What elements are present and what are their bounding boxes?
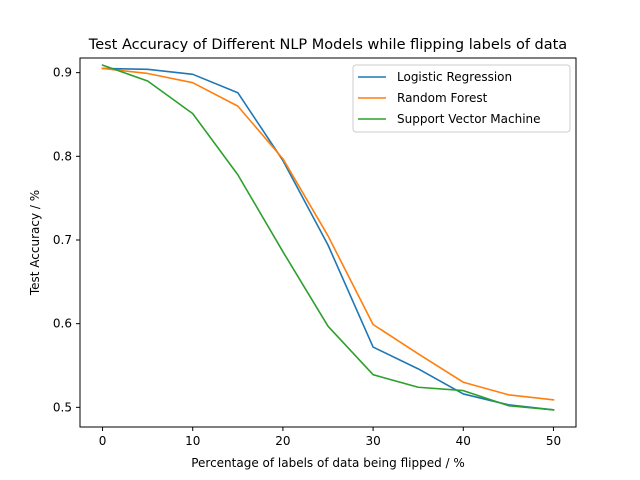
x-tick-label: 40 bbox=[456, 434, 471, 448]
x-tick-label: 0 bbox=[99, 434, 107, 448]
y-tick-label: 0.5 bbox=[53, 400, 72, 414]
y-axis-label: Test Accuracy / % bbox=[28, 190, 42, 296]
series-line-random-forest bbox=[101, 67, 555, 401]
x-tick-label: 30 bbox=[365, 434, 380, 448]
y-tick-label: 0.8 bbox=[53, 149, 72, 163]
x-tick-label: 20 bbox=[275, 434, 290, 448]
series-layer bbox=[101, 64, 555, 411]
legend: Logistic Regression Random Forest Support … bbox=[352, 64, 571, 133]
series-line-support-vector-machine bbox=[101, 64, 555, 411]
x-tick-label: 10 bbox=[185, 434, 200, 448]
legend-label-logistic-regression: Logistic Regression bbox=[397, 70, 512, 84]
legend-label-support-vector-machine: Support Vector Machine bbox=[397, 112, 541, 126]
y-tick-label: 0.7 bbox=[53, 233, 72, 247]
x-tick-label: 50 bbox=[546, 434, 561, 448]
series-line-logistic-regression bbox=[101, 67, 555, 411]
y-tick-label: 0.9 bbox=[53, 66, 72, 80]
plot-area-frame bbox=[79, 57, 577, 428]
x-axis-label: Percentage of labels of data being flipp… bbox=[191, 456, 465, 470]
y-axis: 0.5 0.6 0.7 0.8 0.9 bbox=[53, 66, 80, 414]
x-axis: 0 10 20 30 40 50 bbox=[99, 427, 561, 448]
y-tick-label: 0.6 bbox=[53, 317, 72, 331]
chart-title: Test Accuracy of Different NLP Models wh… bbox=[88, 37, 567, 53]
legend-box bbox=[352, 64, 571, 133]
legend-label-random-forest: Random Forest bbox=[397, 91, 488, 105]
